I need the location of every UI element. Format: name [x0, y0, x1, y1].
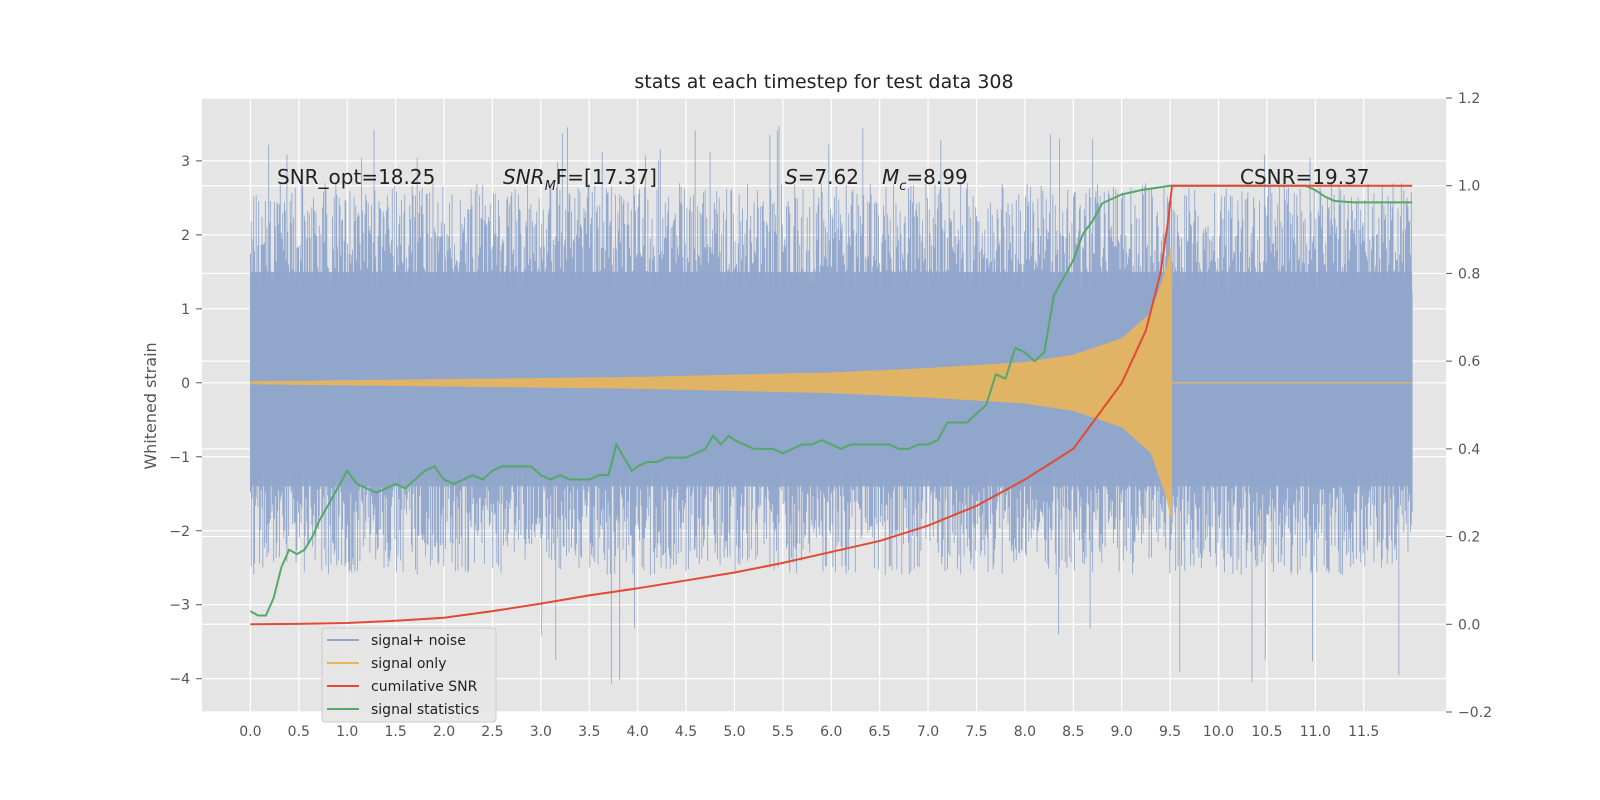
- x-tick-label: 5.0: [723, 724, 745, 740]
- y-tick-label: 3: [181, 154, 190, 170]
- y2-tick-label: 0.0: [1458, 617, 1480, 633]
- legend-label-cumulative-snr: cumilative SNR: [371, 679, 478, 695]
- x-tick-label: 4.5: [675, 724, 697, 740]
- x-tick-label: 1.5: [384, 724, 406, 740]
- x-tick-label: 0.0: [239, 724, 261, 740]
- y2-tick-label: 0.4: [1458, 442, 1480, 458]
- series-signal-only: [250, 242, 1413, 524]
- y-tick-label: 1: [181, 302, 190, 318]
- annotation-s: S=7.62: [785, 165, 859, 189]
- x-tick-label: 11.5: [1348, 724, 1379, 740]
- legend-label-signal-only: signal only: [371, 656, 446, 672]
- legend-box: [321, 627, 497, 723]
- x-tick-label: 3.0: [530, 724, 552, 740]
- y-tick-label: −2: [169, 524, 190, 540]
- y-axis-left: 3 2 1 0 −1 −2 −3 −4: [169, 154, 202, 688]
- y-tick-label: −3: [169, 598, 190, 614]
- chart-title: stats at each timestep for test data 308: [634, 71, 1013, 93]
- annotation-snr-opt: SNR_opt=18.25: [277, 165, 435, 189]
- y2-tick-label: 1.2: [1458, 91, 1480, 107]
- x-tick-label: 8.5: [1062, 724, 1084, 740]
- x-tick-label: 1.0: [336, 724, 358, 740]
- legend: signal+ noise signal only cumilative SNR…: [321, 627, 497, 723]
- x-tick-label: 5.5: [772, 724, 794, 740]
- x-tick-label: 2.0: [433, 724, 455, 740]
- annotation-snr-mf: SNRMF=[17.37]: [503, 165, 657, 194]
- x-tick-label: 7.5: [965, 724, 987, 740]
- legend-label-signal-noise: signal+ noise: [371, 633, 466, 649]
- x-tick-label: 10.0: [1203, 724, 1234, 740]
- y2-tick-label: 0.6: [1458, 354, 1480, 370]
- cumulative-snr-line: [250, 184, 1413, 626]
- legend-label-signal-statistics: signal statistics: [371, 702, 479, 718]
- x-tick-label: 9.0: [1111, 724, 1133, 740]
- y2-tick-label: −0.2: [1458, 705, 1492, 721]
- y-tick-label: −1: [169, 450, 190, 466]
- signal-statistics-line: [249, 184, 1413, 617]
- x-tick-label: 11.0: [1300, 724, 1331, 740]
- x-tick-label: 10.5: [1251, 724, 1282, 740]
- x-tick-label: 8.0: [1014, 724, 1036, 740]
- series-lines: [249, 184, 1413, 626]
- x-tick-label: 0.5: [288, 724, 310, 740]
- y2-tick-label: 0.8: [1458, 266, 1480, 282]
- y-axis-right: 1.2 1.0 0.8 0.6 0.4 0.2 0.0 −0.2: [1446, 91, 1492, 721]
- x-tick-label: 9.5: [1159, 724, 1181, 740]
- x-tick-label: 6.0: [820, 724, 842, 740]
- annotation-csnr: CSNR=19.37: [1240, 165, 1370, 189]
- x-axis: 0.0 0.5 1.0 1.5 2.0 2.5 3.0 3.5 4.0 4.5 5.0 5.5 6.0 6…: [239, 724, 1379, 740]
- x-tick-label: 7.0: [917, 724, 939, 740]
- x-tick-label: 4.0: [627, 724, 649, 740]
- signal-only-envelope: [250, 242, 1173, 524]
- x-tick-label: 6.5: [869, 724, 891, 740]
- y-tick-label: −4: [169, 672, 190, 688]
- y2-tick-label: 1.0: [1458, 179, 1480, 195]
- annotation-mc: Mc=8.99: [882, 165, 968, 194]
- x-tick-label: 3.5: [578, 724, 600, 740]
- y-axis-label: Whitened strain: [141, 342, 160, 469]
- y2-tick-label: 0.2: [1458, 530, 1480, 546]
- y-tick-label: 0: [181, 376, 190, 392]
- y-tick-label: 2: [181, 228, 190, 244]
- x-tick-label: 2.5: [481, 724, 503, 740]
